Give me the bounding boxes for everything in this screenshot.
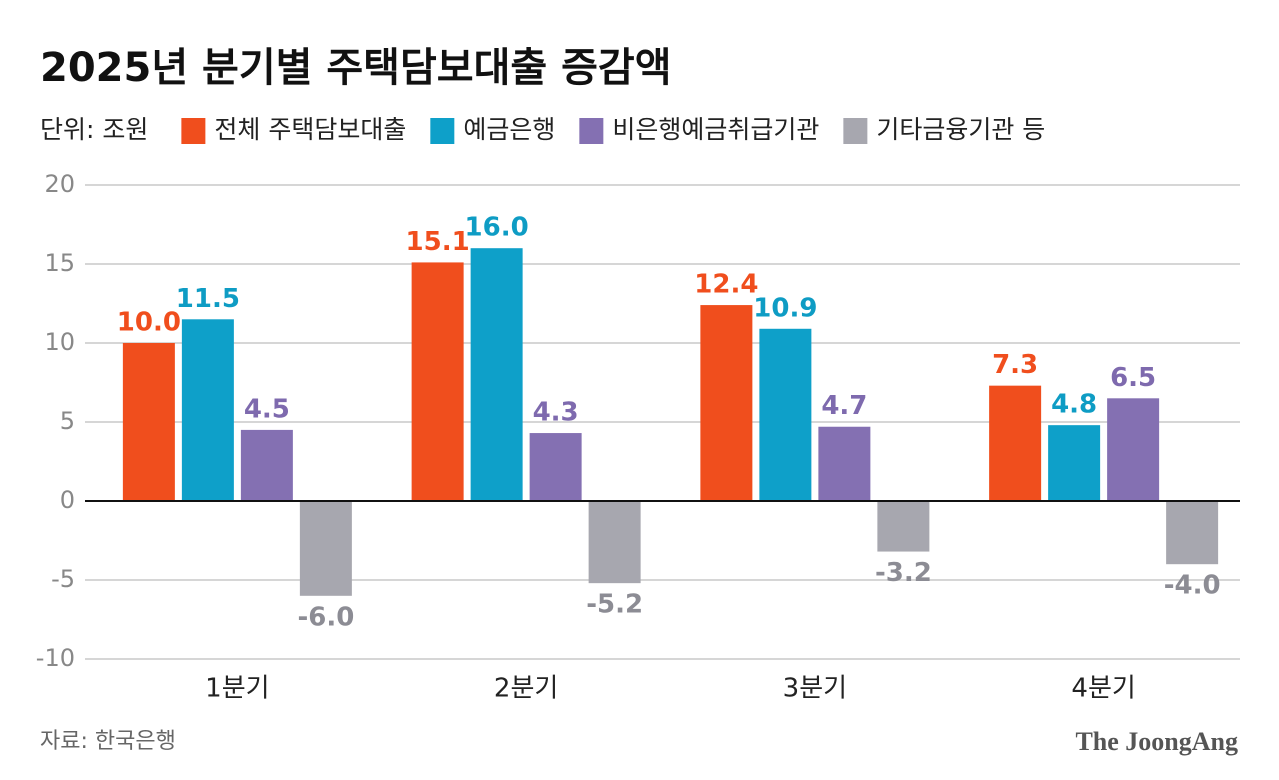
brand: The JoongAng [1075, 727, 1238, 756]
y-tick-label: 20 [44, 170, 75, 198]
source: 자료: 한국은행 [40, 729, 176, 754]
bar [470, 248, 523, 501]
y-tick-label: -10 [36, 644, 75, 672]
legend-swatch [843, 118, 868, 144]
x-tick-label: 1분기 [205, 674, 269, 704]
legend-label: 예금은행 [463, 115, 555, 144]
value-label: 4.7 [821, 391, 867, 421]
value-label: 15.1 [406, 227, 470, 257]
x-tick-label: 4분기 [1071, 674, 1135, 704]
bar [700, 305, 753, 501]
bar [529, 433, 582, 501]
y-tick-label: -5 [51, 565, 75, 593]
bar [759, 328, 812, 501]
value-label: 7.3 [992, 350, 1038, 380]
value-label: -5.2 [586, 590, 643, 620]
value-label: 4.8 [1051, 390, 1097, 420]
chart-title: 2025년 분기별 주택담보대출 증감액 [40, 45, 672, 91]
bar [588, 501, 641, 584]
value-label: 10.9 [753, 293, 817, 323]
bar [411, 262, 464, 501]
bar [989, 385, 1042, 501]
legend-label: 비은행예금취급기관 [612, 115, 819, 144]
value-label: 4.5 [244, 394, 290, 424]
legend-label: 기타금융기관 등 [876, 115, 1045, 144]
value-label: 16.0 [465, 213, 529, 243]
bar [1107, 398, 1160, 501]
value-label: 10.0 [117, 308, 181, 338]
y-tick-label: 0 [60, 486, 75, 514]
bar [240, 429, 293, 501]
y-tick-label: 10 [44, 328, 75, 356]
unit-label: 단위: 조원 [40, 115, 148, 144]
value-label: -4.0 [1164, 571, 1221, 601]
bar [877, 501, 930, 552]
bar [299, 501, 352, 596]
legend-label: 전체 주택담보대출 [214, 115, 406, 144]
x-tick-label: 3분기 [783, 674, 847, 704]
value-label: 12.4 [694, 270, 758, 300]
bar [122, 343, 175, 501]
legend-swatch [579, 118, 604, 144]
x-tick-label: 2분기 [494, 674, 558, 704]
bar [1166, 501, 1219, 565]
bar [181, 319, 234, 501]
value-label: 6.5 [1110, 363, 1156, 393]
bar [1048, 425, 1101, 501]
value-label: 11.5 [176, 284, 240, 314]
legend-swatch [181, 118, 206, 144]
value-label: 4.3 [533, 398, 579, 428]
y-tick-label: 5 [60, 407, 75, 435]
value-label: -3.2 [875, 558, 932, 588]
value-label: -6.0 [297, 602, 354, 632]
y-tick-label: 15 [44, 249, 75, 277]
bar [818, 426, 871, 501]
legend-swatch [430, 118, 455, 144]
